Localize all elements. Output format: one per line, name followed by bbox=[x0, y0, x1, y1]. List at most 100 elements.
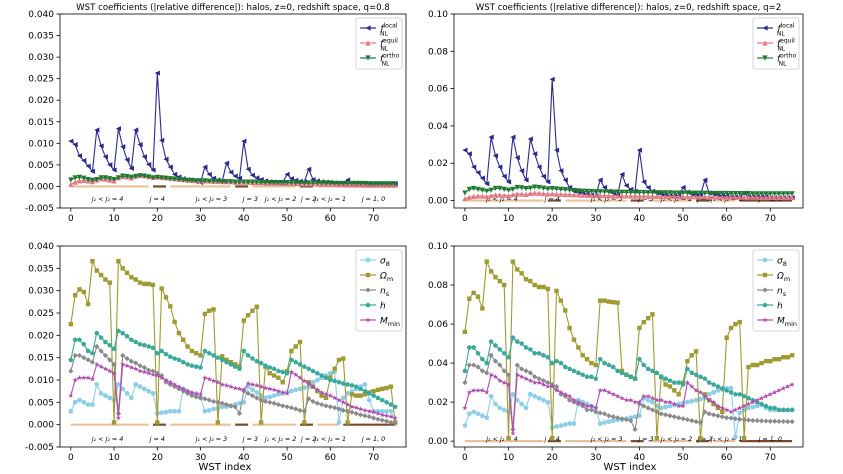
data-point bbox=[745, 401, 752, 407]
data-point bbox=[275, 368, 281, 374]
data-point bbox=[380, 386, 385, 392]
band-label: j = 3 bbox=[637, 195, 653, 203]
data-point bbox=[514, 339, 520, 344]
x-tick-label: 70 bbox=[765, 453, 777, 463]
band-label: j₁ < j₂ = 1 bbox=[710, 435, 743, 443]
data-point bbox=[172, 408, 178, 414]
data-point bbox=[619, 416, 625, 422]
data-point bbox=[103, 277, 108, 282]
data-point bbox=[523, 368, 529, 374]
data-point bbox=[492, 358, 499, 364]
data-point bbox=[710, 194, 717, 200]
data-point bbox=[601, 411, 608, 417]
x-tick-label: 60 bbox=[325, 214, 337, 224]
data-point bbox=[245, 380, 251, 386]
band-label: j = 4 bbox=[149, 195, 165, 203]
data-point bbox=[314, 400, 320, 406]
data-point bbox=[641, 179, 647, 185]
data-point bbox=[519, 185, 525, 191]
data-point bbox=[492, 192, 499, 198]
data-point bbox=[540, 381, 547, 387]
data-point bbox=[588, 403, 595, 409]
data-point bbox=[702, 190, 708, 196]
data-point bbox=[375, 410, 381, 416]
data-point bbox=[737, 405, 743, 411]
data-point bbox=[732, 391, 738, 397]
data-point bbox=[741, 191, 747, 197]
y-tick-label: 0.010 bbox=[28, 376, 54, 386]
data-point bbox=[284, 179, 290, 186]
data-point bbox=[711, 389, 716, 395]
data-point bbox=[680, 194, 686, 200]
data-point bbox=[85, 357, 91, 363]
data-point bbox=[527, 190, 533, 197]
data-point bbox=[198, 353, 203, 358]
data-point bbox=[697, 190, 704, 196]
data-point bbox=[471, 409, 477, 415]
data-point bbox=[715, 388, 721, 393]
data-point bbox=[719, 190, 725, 197]
data-point bbox=[72, 175, 78, 181]
data-point bbox=[336, 420, 342, 425]
data-point bbox=[81, 399, 87, 405]
data-point bbox=[85, 374, 91, 381]
data-point bbox=[597, 421, 603, 426]
data-point bbox=[597, 387, 603, 393]
data-point bbox=[224, 359, 229, 365]
data-point bbox=[254, 358, 260, 364]
data-point bbox=[662, 399, 669, 405]
data-point bbox=[519, 340, 525, 346]
data-point bbox=[505, 193, 512, 199]
data-point bbox=[540, 378, 547, 384]
data-point bbox=[98, 175, 104, 181]
data-point bbox=[81, 289, 86, 295]
data-point bbox=[155, 420, 160, 425]
data-point bbox=[493, 275, 498, 280]
data-point bbox=[154, 174, 160, 180]
data-point bbox=[527, 377, 534, 383]
data-point bbox=[724, 387, 730, 393]
data-point bbox=[210, 378, 217, 384]
data-point bbox=[741, 403, 747, 409]
data-point bbox=[120, 266, 125, 271]
data-point bbox=[510, 335, 516, 340]
data-point bbox=[649, 395, 656, 401]
data-point bbox=[168, 304, 173, 309]
data-point bbox=[732, 194, 738, 200]
data-point bbox=[384, 408, 389, 414]
data-point bbox=[89, 168, 96, 174]
data-point bbox=[128, 165, 134, 171]
data-point bbox=[654, 370, 660, 375]
data-point bbox=[684, 399, 690, 405]
data-point bbox=[475, 193, 481, 199]
data-point bbox=[754, 397, 760, 403]
data-point bbox=[785, 194, 791, 200]
data-point bbox=[241, 138, 247, 144]
data-point bbox=[601, 189, 608, 195]
data-point bbox=[133, 360, 139, 366]
data-point bbox=[301, 180, 307, 186]
band-label: j = 2 bbox=[696, 435, 712, 443]
data-point bbox=[741, 393, 747, 399]
data-point bbox=[471, 185, 477, 192]
data-point bbox=[771, 389, 778, 395]
data-point bbox=[327, 377, 333, 383]
data-point bbox=[597, 298, 603, 303]
band-label: j₁ < j₂ = 4 bbox=[91, 435, 124, 443]
data-point bbox=[619, 193, 625, 199]
data-point bbox=[262, 179, 269, 186]
legend-marker bbox=[762, 55, 768, 61]
data-point bbox=[232, 404, 238, 410]
data-point bbox=[94, 330, 100, 336]
data-point bbox=[366, 181, 372, 187]
data-point bbox=[602, 298, 607, 303]
band-label: j = 3 bbox=[637, 435, 653, 443]
data-point bbox=[767, 191, 773, 197]
data-point bbox=[301, 385, 307, 390]
data-point bbox=[606, 419, 612, 425]
data-point bbox=[193, 394, 199, 400]
data-point bbox=[610, 414, 616, 420]
data-point bbox=[772, 418, 778, 424]
data-point bbox=[293, 359, 299, 365]
data-point bbox=[528, 278, 533, 284]
